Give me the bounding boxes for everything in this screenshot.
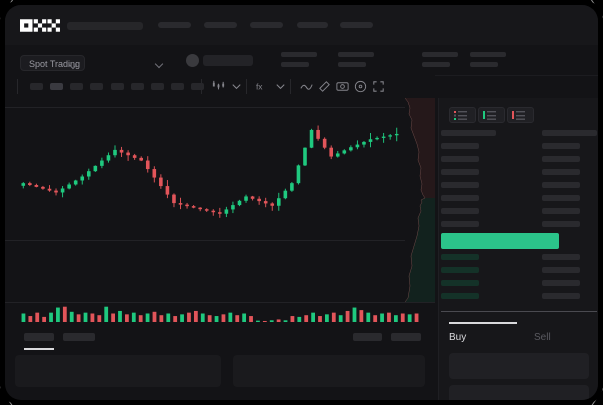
svg-text:fx: fx [256, 81, 263, 91]
